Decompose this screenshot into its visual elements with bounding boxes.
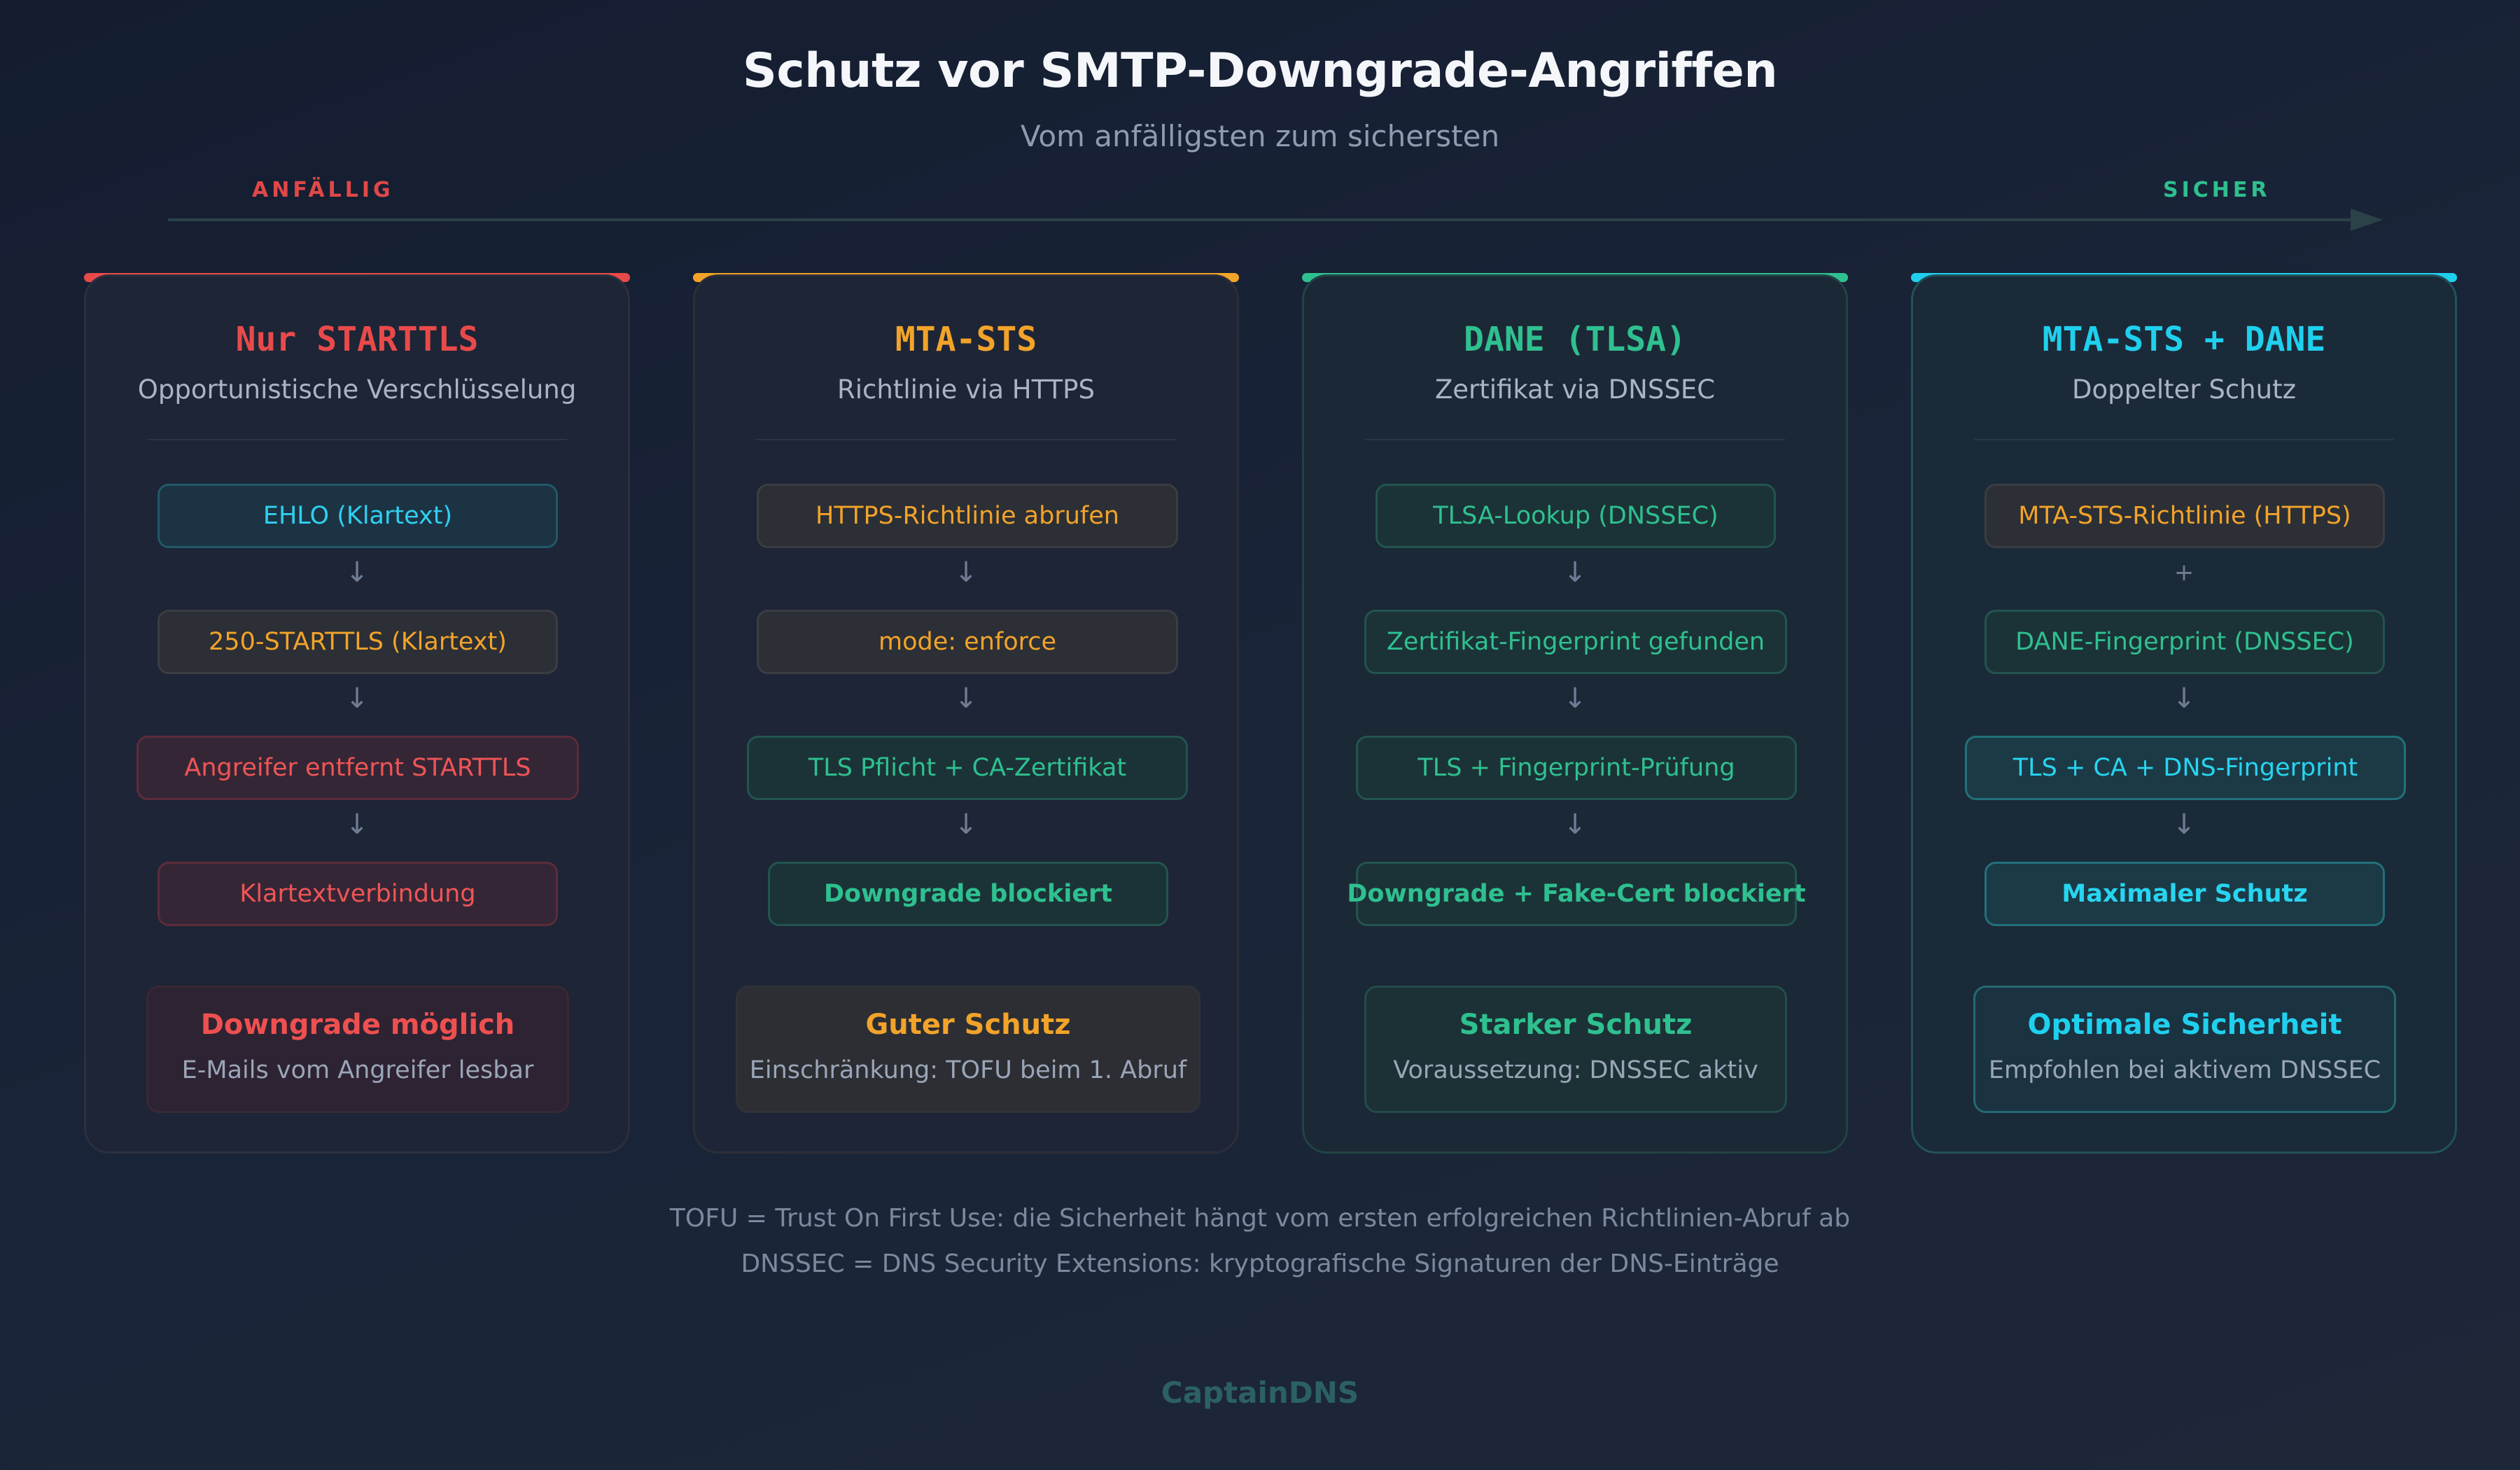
step-mta-sts-policy: MTA-STS-Richtlinie (HTTPS) <box>1984 484 2385 548</box>
column-subtitle: Zertifikat via DNSSEC <box>1434 374 1716 405</box>
result-box: Starker Schutz Voraussetzung: DNSSEC akt… <box>1364 986 1787 1113</box>
column-title: Nur STARTTLS <box>235 320 479 359</box>
column-title: MTA-STS <box>895 320 1037 359</box>
step-tls-ca-dns: TLS + CA + DNS-Fingerprint <box>1965 736 2406 800</box>
column-dane: DANE (TLSA) Zertifikat via DNSSEC TLSA-L… <box>1302 274 1848 1154</box>
footnote-tofu: TOFU = Trust On First Use: die Sicherhei… <box>669 1204 1851 1233</box>
arrow-down-icon: ↓ <box>1563 556 1587 589</box>
arrow-down-icon: ↓ <box>954 808 978 841</box>
result-box: Downgrade möglich E-Mails vom Angreifer … <box>146 986 569 1113</box>
result-box: Guter Schutz Einschränkung: TOFU beim 1.… <box>736 986 1200 1113</box>
arrow-down-icon: ↓ <box>1563 682 1587 715</box>
step-dane-fingerprint: DANE-Fingerprint (DNSSEC) <box>1984 610 2385 674</box>
result-title: Guter Schutz <box>865 1009 1071 1041</box>
security-scale-line <box>168 218 2366 221</box>
step-mode-enforce: mode: enforce <box>757 610 1178 674</box>
scale-label-vulnerable: ANFÄLLIG <box>252 178 394 202</box>
column-divider <box>1974 439 2394 440</box>
column-subtitle: Opportunistische Verschlüsselung <box>137 374 577 405</box>
result-subtitle: Empfohlen bei aktivem DNSSEC <box>1988 1056 2381 1084</box>
column-divider <box>756 439 1176 440</box>
arrow-right-icon <box>2351 209 2383 231</box>
arrow-down-icon: ↓ <box>345 556 369 589</box>
footnote-dnssec: DNSSEC = DNS Security Extensions: krypto… <box>741 1250 1779 1278</box>
column-mta-sts: MTA-STS Richtlinie via HTTPS HTTPS-Richt… <box>693 274 1239 1154</box>
scale-label-secure: SICHER <box>2163 178 2271 202</box>
step-ehlo: EHLO (Klartext) <box>158 484 558 548</box>
plus-icon: + <box>2174 559 2194 587</box>
column-divider <box>1365 439 1785 440</box>
diagram-title: Schutz vor SMTP-Downgrade-Angriffen <box>742 43 1778 99</box>
step-fetch-policy: HTTPS-Richtlinie abrufen <box>757 484 1178 548</box>
result-title: Optimale Sicherheit <box>2027 1009 2342 1041</box>
arrow-down-icon: ↓ <box>345 808 369 841</box>
column-mta-sts-dane: MTA-STS + DANE Doppelter Schutz MTA-STS-… <box>1911 274 2457 1154</box>
diagram-subtitle: Vom anfälligsten zum sichersten <box>1020 119 1500 153</box>
step-tlsa-lookup: TLSA-Lookup (DNSSEC) <box>1376 484 1776 548</box>
arrow-down-icon: ↓ <box>2172 682 2196 715</box>
column-title: DANE (TLSA) <box>1464 320 1686 359</box>
result-subtitle: E-Mails vom Angreifer lesbar <box>181 1056 534 1084</box>
result-subtitle: Einschränkung: TOFU beim 1. Abruf <box>749 1056 1187 1084</box>
step-attacker-strips: Angreifer entfernt STARTTLS <box>136 736 579 800</box>
arrow-down-icon: ↓ <box>1563 808 1587 841</box>
step-starttls-offer: 250-STARTTLS (Klartext) <box>158 610 558 674</box>
column-title: MTA-STS + DANE <box>2042 320 2326 359</box>
arrow-down-icon: ↓ <box>2172 808 2196 841</box>
result-box: Optimale Sicherheit Empfohlen bei aktive… <box>1973 986 2396 1113</box>
step-maximum-protection: Maximaler Schutz <box>1984 862 2385 926</box>
column-subtitle: Richtlinie via HTTPS <box>837 374 1095 405</box>
arrow-down-icon: ↓ <box>954 556 978 589</box>
step-fake-cert-blocked: Downgrade + Fake-Cert blockiert <box>1347 862 1806 926</box>
result-title: Downgrade möglich <box>200 1009 515 1041</box>
result-title: Starker Schutz <box>1459 1009 1693 1041</box>
step-tls-required: TLS Pflicht + CA-Zertifikat <box>747 736 1188 800</box>
result-subtitle: Voraussetzung: DNSSEC aktiv <box>1393 1056 1758 1084</box>
brand-logo-text: CaptainDNS <box>1161 1376 1359 1410</box>
step-plaintext: Klartextverbindung <box>158 862 558 926</box>
step-downgrade-blocked: Downgrade blockiert <box>768 862 1168 926</box>
column-divider <box>147 439 567 440</box>
arrow-down-icon: ↓ <box>954 682 978 715</box>
column-starttls: Nur STARTTLS Opportunistische Verschlüss… <box>84 274 630 1154</box>
arrow-down-icon: ↓ <box>345 682 369 715</box>
step-fingerprint-found: Zertifikat-Fingerprint gefunden <box>1364 610 1787 674</box>
step-fingerprint-check: TLS + Fingerprint-Prüfung <box>1356 736 1797 800</box>
column-subtitle: Doppelter Schutz <box>2071 374 2297 405</box>
